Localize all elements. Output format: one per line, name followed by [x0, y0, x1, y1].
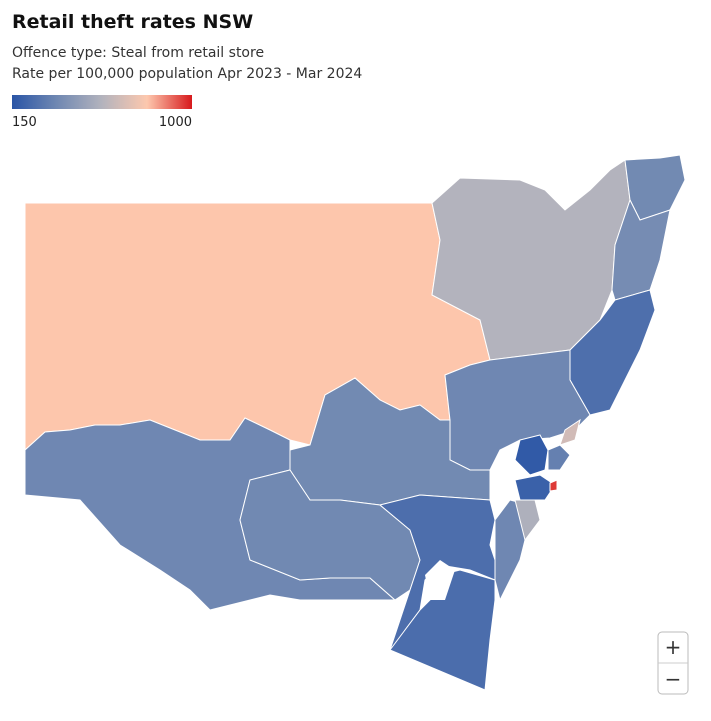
region[interactable]	[549, 479, 558, 492]
subtitle: Rate per 100,000 population Apr 2023 - M…	[12, 66, 362, 82]
region[interactable]	[547, 444, 571, 471]
zoom-control: + −	[657, 631, 689, 695]
region[interactable]	[514, 474, 556, 501]
legend-bar	[12, 95, 192, 109]
legend-min: 150	[12, 115, 37, 130]
legend-max: 1000	[159, 115, 192, 130]
region[interactable]	[239, 469, 421, 601]
region[interactable]	[389, 569, 496, 691]
act-gap	[425, 560, 455, 600]
map	[24, 154, 686, 691]
title: Retail theft rates NSW	[12, 11, 253, 33]
subtitle: Offence type: Steal from retail store	[12, 45, 264, 61]
region[interactable]	[559, 418, 581, 446]
region[interactable]	[569, 289, 656, 416]
zoom-out[interactable]: −	[665, 667, 682, 691]
region[interactable]	[514, 434, 549, 476]
zoom-in[interactable]: +	[665, 635, 682, 659]
